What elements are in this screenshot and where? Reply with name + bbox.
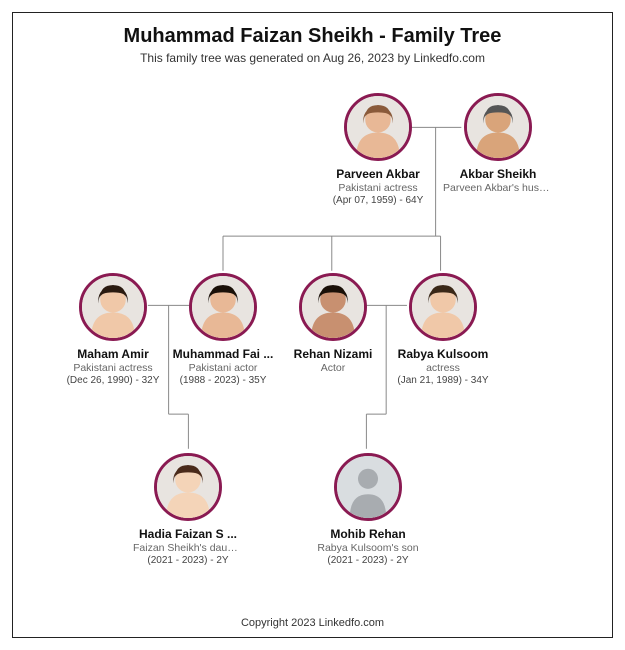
person-name: Rehan Nizami (278, 347, 388, 361)
footer-text: Copyright 2023 Linkedfo.com (13, 617, 612, 629)
person-role: Pakistani actress (323, 182, 433, 194)
person-role: Faizan Sheikh's daughter (133, 542, 243, 554)
avatar (334, 453, 402, 521)
avatar (344, 93, 412, 161)
person-name: Maham Amir (58, 347, 168, 361)
person-role: actress (388, 362, 498, 374)
person-dates: (2021 - 2023) - 2Y (133, 555, 243, 566)
avatar (299, 273, 367, 341)
avatar (79, 273, 147, 341)
person-node[interactable]: Rehan Nizami Actor (278, 273, 388, 374)
avatar (154, 453, 222, 521)
person-node[interactable]: Hadia Faizan S ... Faizan Sheikh's daugh… (133, 453, 243, 566)
tree-canvas: Parveen Akbar Pakistani actress (Apr 07,… (13, 73, 612, 607)
person-name: Akbar Sheikh (443, 167, 553, 181)
person-name: Mohib Rehan (313, 527, 423, 541)
person-role: Pakistani actress (58, 362, 168, 374)
person-role: Rabya Kulsoom's son (313, 542, 423, 554)
person-node[interactable]: Muhammad Fai ... Pakistani actor (1988 -… (168, 273, 278, 386)
person-dates: (Jan 21, 1989) - 34Y (388, 375, 498, 386)
person-role: Pakistani actor (168, 362, 278, 374)
person-node[interactable]: Akbar Sheikh Parveen Akbar's husband (443, 93, 553, 194)
person-name: Hadia Faizan S ... (133, 527, 243, 541)
person-dates: (Apr 07, 1959) - 64Y (323, 195, 433, 206)
person-role: Actor (278, 362, 388, 374)
person-name: Rabya Kulsoom (388, 347, 498, 361)
person-dates: (1988 - 2023) - 35Y (168, 375, 278, 386)
page-title: Muhammad Faizan Sheikh - Family Tree (13, 25, 612, 48)
person-dates: (Dec 26, 1990) - 32Y (58, 375, 168, 386)
person-dates: (2021 - 2023) - 2Y (313, 555, 423, 566)
person-node[interactable]: Maham Amir Pakistani actress (Dec 26, 19… (58, 273, 168, 386)
person-name: Parveen Akbar (323, 167, 433, 181)
avatar (189, 273, 257, 341)
person-node[interactable]: Mohib Rehan Rabya Kulsoom's son (2021 - … (313, 453, 423, 566)
avatar (464, 93, 532, 161)
page-subtitle: This family tree was generated on Aug 26… (13, 51, 612, 65)
person-role: Parveen Akbar's husband (443, 182, 553, 194)
person-node[interactable]: Parveen Akbar Pakistani actress (Apr 07,… (323, 93, 433, 206)
avatar (409, 273, 477, 341)
person-node[interactable]: Rabya Kulsoom actress (Jan 21, 1989) - 3… (388, 273, 498, 386)
person-name: Muhammad Fai ... (168, 347, 278, 361)
